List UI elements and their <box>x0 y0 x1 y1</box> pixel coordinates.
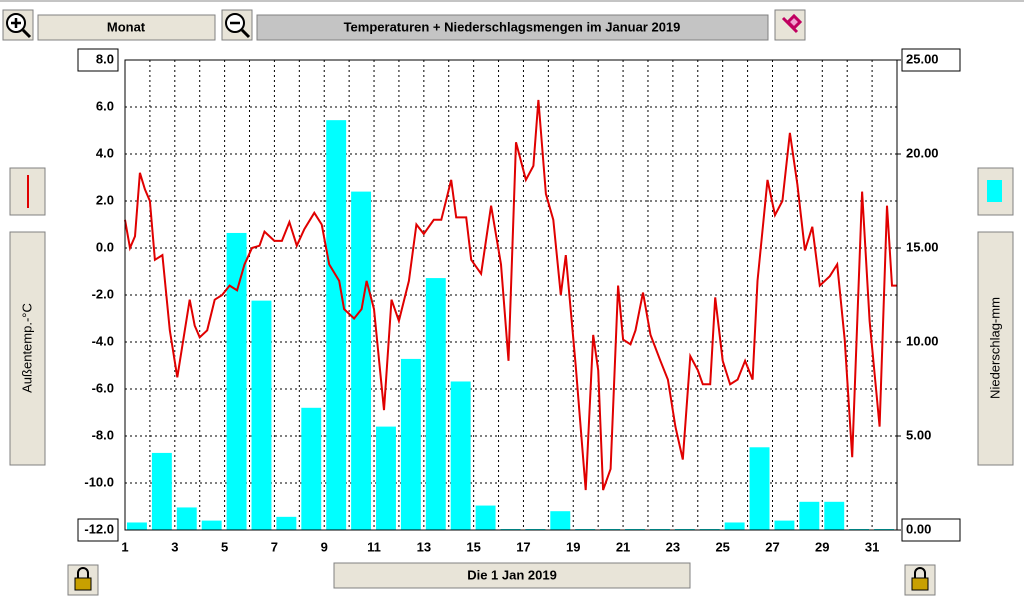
precipitation-bar <box>749 447 770 530</box>
y-axis-label: Außentemp.-°C <box>19 303 34 393</box>
precipitation-bar <box>824 501 845 530</box>
x-tick-label: 27 <box>765 539 779 554</box>
precipitation-bar <box>151 452 172 530</box>
x-tick-label: 25 <box>715 539 729 554</box>
precipitation-bar <box>550 511 571 530</box>
precipitation-bar <box>475 505 496 530</box>
precipitation-bar <box>301 407 322 530</box>
zoom-in[interactable] <box>2 9 34 41</box>
precipitation-bar <box>774 520 795 530</box>
x-tick-label: 11 <box>367 539 381 554</box>
x-tick-label: 31 <box>865 539 879 554</box>
date-label: Die 1 Jan 2019 <box>467 567 557 582</box>
temp-series-button[interactable] <box>9 167 46 216</box>
y2-tick-label: 25.00 <box>906 51 939 66</box>
precipitation-bar <box>351 191 372 530</box>
tick-box <box>901 48 961 72</box>
y-tick-label: 6.0 <box>96 98 114 113</box>
lock-left[interactable] <box>67 564 99 596</box>
x-tick-label: 3 <box>171 539 178 554</box>
x-tick-label: 7 <box>271 539 278 554</box>
period-button[interactable]: Monat <box>37 14 216 41</box>
y-tick-label: -10.0 <box>84 474 114 489</box>
x-tick-label: 5 <box>221 539 228 554</box>
tick-box <box>77 518 119 542</box>
x-tick-label: 15 <box>466 539 480 554</box>
y-tick-label: -12.0 <box>84 521 114 536</box>
x-tick-label: 17 <box>516 539 530 554</box>
precipitation-bar <box>400 358 421 530</box>
y2-label-button: Niederschlag-mm <box>977 231 1014 466</box>
y-tick-label: -6.0 <box>92 380 114 395</box>
precipitation-bar <box>326 120 347 530</box>
precipitation-bar <box>799 501 820 530</box>
precipitation-bar <box>724 522 745 530</box>
precip-series-button[interactable] <box>977 167 1014 216</box>
x-tick-label: 21 <box>616 539 630 554</box>
precipitation-bar <box>376 426 396 530</box>
tick-box <box>901 518 961 542</box>
precipitation-bar <box>425 278 446 530</box>
y2-axis-label: Niederschlag-mm <box>987 297 1002 399</box>
y-tick-label: 4.0 <box>96 145 114 160</box>
y-tick-label: -8.0 <box>92 427 114 442</box>
plot-frame <box>124 59 898 531</box>
y-tick-label: 0.0 <box>96 239 114 254</box>
x-tick-label: 13 <box>417 539 431 554</box>
x-tick-label: 19 <box>566 539 580 554</box>
precipitation-bar <box>276 516 297 530</box>
title-bar <box>256 14 769 41</box>
x-tick-label: 23 <box>666 539 680 554</box>
y2-tick-label: 20.00 <box>906 145 939 160</box>
y2-tick-label: 5.00 <box>906 427 931 442</box>
y-tick-label: 8.0 <box>96 51 114 66</box>
y2-tick-label: 15.00 <box>906 239 939 254</box>
y-label-button: Außentemp.-°C <box>9 231 46 466</box>
precipitation-bar <box>176 507 197 530</box>
y-tick-label: 2.0 <box>96 192 114 207</box>
precipitation-bar <box>126 522 147 530</box>
tick-box <box>77 48 119 72</box>
x-tick-label: 29 <box>815 539 829 554</box>
y2-tick-label: 10.00 <box>906 333 939 348</box>
x-tick-label: 9 <box>321 539 328 554</box>
precipitation-bar <box>226 232 247 530</box>
precipitation-bar <box>450 381 471 530</box>
precipitation-bar <box>201 520 222 530</box>
lock-right[interactable] <box>904 564 936 596</box>
date-button[interactable]: Die 1 Jan 2019 <box>333 562 691 589</box>
y-tick-label: -4.0 <box>92 333 114 348</box>
period-label: Monat <box>107 19 146 34</box>
temperature-line <box>124 99 897 491</box>
y2-tick-label: 0.00 <box>906 521 931 536</box>
print-button[interactable] <box>774 9 806 41</box>
zoom-out[interactable] <box>221 9 253 41</box>
chart-title: Temperaturen + Niederschlagsmengen im Ja… <box>344 19 681 34</box>
y-tick-label: -2.0 <box>92 286 114 301</box>
precipitation-bar <box>251 300 272 530</box>
x-tick-label: 1 <box>121 539 128 554</box>
